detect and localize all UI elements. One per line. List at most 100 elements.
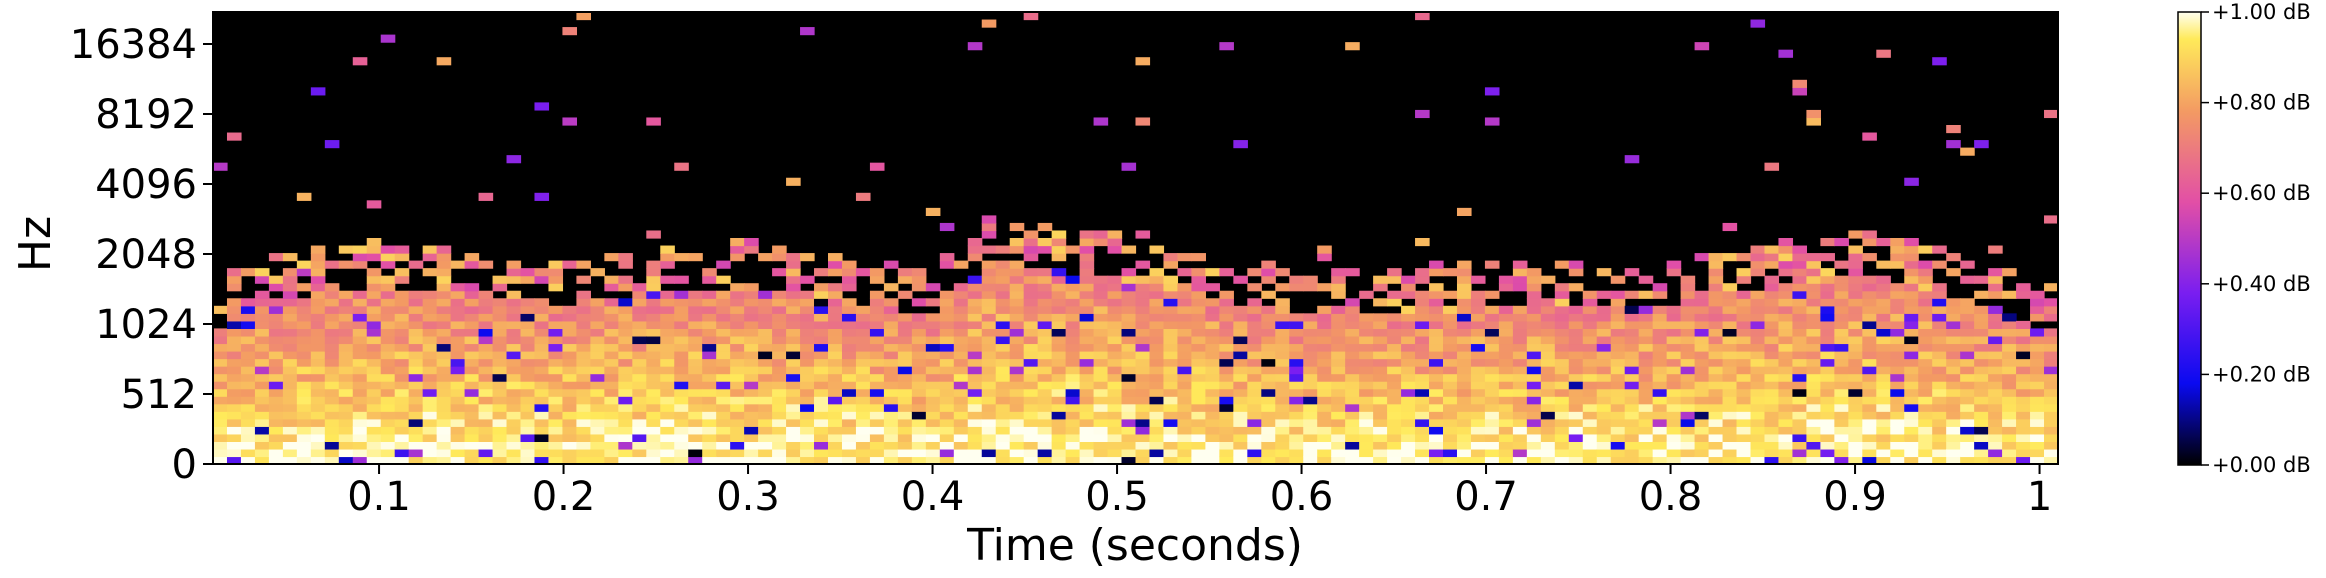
spectrogram-cell [1750, 441, 1766, 450]
spectrogram-cell [352, 343, 368, 352]
spectrogram-cell [1694, 441, 1710, 450]
spectrogram-cell [744, 373, 759, 382]
spectrogram-cell [506, 313, 522, 322]
spectrogram-cell [1023, 245, 1039, 254]
spectrogram-cell [464, 411, 480, 420]
spectrogram-cell [925, 351, 941, 360]
spectrogram-cell [324, 313, 340, 322]
spectrogram-cell [1554, 403, 1570, 412]
spectrogram-cell [1666, 381, 1682, 390]
spectrogram-cell [1890, 245, 1905, 254]
spectrogram-cell [1065, 388, 1081, 397]
spectrogram-cell [1470, 351, 1486, 360]
spectrogram-cell [1750, 268, 1766, 277]
spectrogram-cell [1722, 403, 1738, 412]
spectrogram-cell [1512, 260, 1528, 269]
spectrogram-cell [1373, 298, 1388, 307]
spectrogram-cell [213, 433, 228, 442]
spectrogram-cell [1415, 448, 1430, 458]
spectrogram-cell [1820, 418, 1835, 427]
spectrogram-cell [1443, 366, 1458, 375]
spectrogram-cell [1317, 388, 1332, 397]
spectrogram-cell [800, 290, 815, 299]
spectrogram-cell [506, 456, 522, 464]
spectrogram-cell [366, 388, 382, 397]
spectrogram-cell [1261, 358, 1276, 367]
spectrogram-cell [506, 418, 522, 427]
spectrogram-cell [925, 396, 941, 405]
spectrogram-cell [897, 351, 913, 360]
spectrogram-cell [1610, 433, 1626, 442]
spectrogram-cell [576, 275, 591, 284]
spectrogram-cell [366, 283, 382, 292]
spectrogram-cell [744, 456, 759, 464]
spectrogram-cell [828, 388, 843, 397]
spectrogram-cell [534, 320, 550, 329]
spectrogram-cell [1932, 396, 1947, 405]
spectrogram-cell [408, 403, 424, 412]
spectrogram-cell [1317, 313, 1332, 322]
spectrogram-cell [1974, 290, 1989, 299]
spectrogram-cell [1387, 441, 1402, 450]
spectrogram-cell [897, 335, 913, 345]
spectrogram-cell [408, 328, 424, 337]
spectrogram-cell [1415, 328, 1430, 337]
spectrogram-cell [1974, 418, 1989, 427]
spectrogram-cell [1191, 366, 1206, 375]
spectrogram-cell [1191, 411, 1206, 420]
spectrogram-cell [1065, 381, 1081, 390]
spectrogram-cell [1247, 283, 1262, 292]
spectrogram-cell [1526, 411, 1542, 420]
spectrogram-cell [939, 358, 955, 367]
spectrogram-cell [702, 403, 717, 412]
spectrogram-cell [324, 335, 340, 345]
spectrogram-cell [226, 132, 242, 141]
spectrogram-cell [1526, 283, 1542, 292]
spectrogram-cell [1834, 328, 1849, 337]
spectrogram-cell [1484, 260, 1500, 269]
spectrogram-cell [1792, 426, 1808, 435]
spectrogram-cell [1415, 411, 1430, 420]
spectrogram-cell [1359, 373, 1374, 382]
spectrogram-cell [1079, 335, 1095, 345]
spectrogram-cell [380, 381, 396, 390]
spectrogram-cell [1792, 456, 1808, 464]
spectrogram-cell [1960, 366, 1975, 375]
spectrogram-cell [911, 320, 927, 329]
spectrogram-cell [1778, 335, 1794, 345]
spectrogram-cell [772, 290, 787, 299]
spectrogram-cell [380, 328, 396, 337]
spectrogram-cell [1568, 268, 1584, 277]
spectrogram-cell [1079, 298, 1095, 307]
spectrogram-cell [1918, 456, 1933, 464]
spectrogram-cell [1484, 328, 1500, 337]
spectrogram-cell [1750, 290, 1766, 299]
spectrogram-cell [1247, 403, 1262, 412]
spectrogram-cell [1345, 381, 1360, 390]
spectrogram-cell [380, 245, 396, 254]
spectrogram-cell [660, 411, 675, 420]
spectrogram-cell [366, 351, 382, 360]
spectrogram-cell [1470, 426, 1486, 435]
spectrogram-cell [1890, 290, 1905, 299]
spectrogram-cell [1848, 426, 1863, 435]
spectrogram-cell [1652, 441, 1668, 450]
spectrogram-cell [548, 313, 564, 322]
spectrogram-cell [1946, 351, 1961, 360]
spectrogram-cell [702, 320, 717, 329]
spectrogram-cell [492, 283, 508, 292]
spectrogram-cell [1303, 283, 1318, 292]
spectrogram-cell [688, 313, 703, 322]
spectrogram-cell [828, 283, 843, 292]
spectrogram-cell [1862, 396, 1877, 405]
spectrogram-cell [1484, 290, 1500, 299]
spectrogram-cell [590, 441, 605, 450]
spectrogram-cell [1918, 441, 1933, 450]
spectrogram-cell [1429, 358, 1444, 367]
spectrogram-cell [772, 298, 787, 307]
spectrogram-cell [1652, 396, 1668, 405]
x-tick-label: 0.4 [901, 474, 965, 520]
spectrogram-cell [1387, 418, 1402, 427]
spectrogram-cell [1932, 283, 1947, 292]
spectrogram-cell [576, 260, 591, 269]
